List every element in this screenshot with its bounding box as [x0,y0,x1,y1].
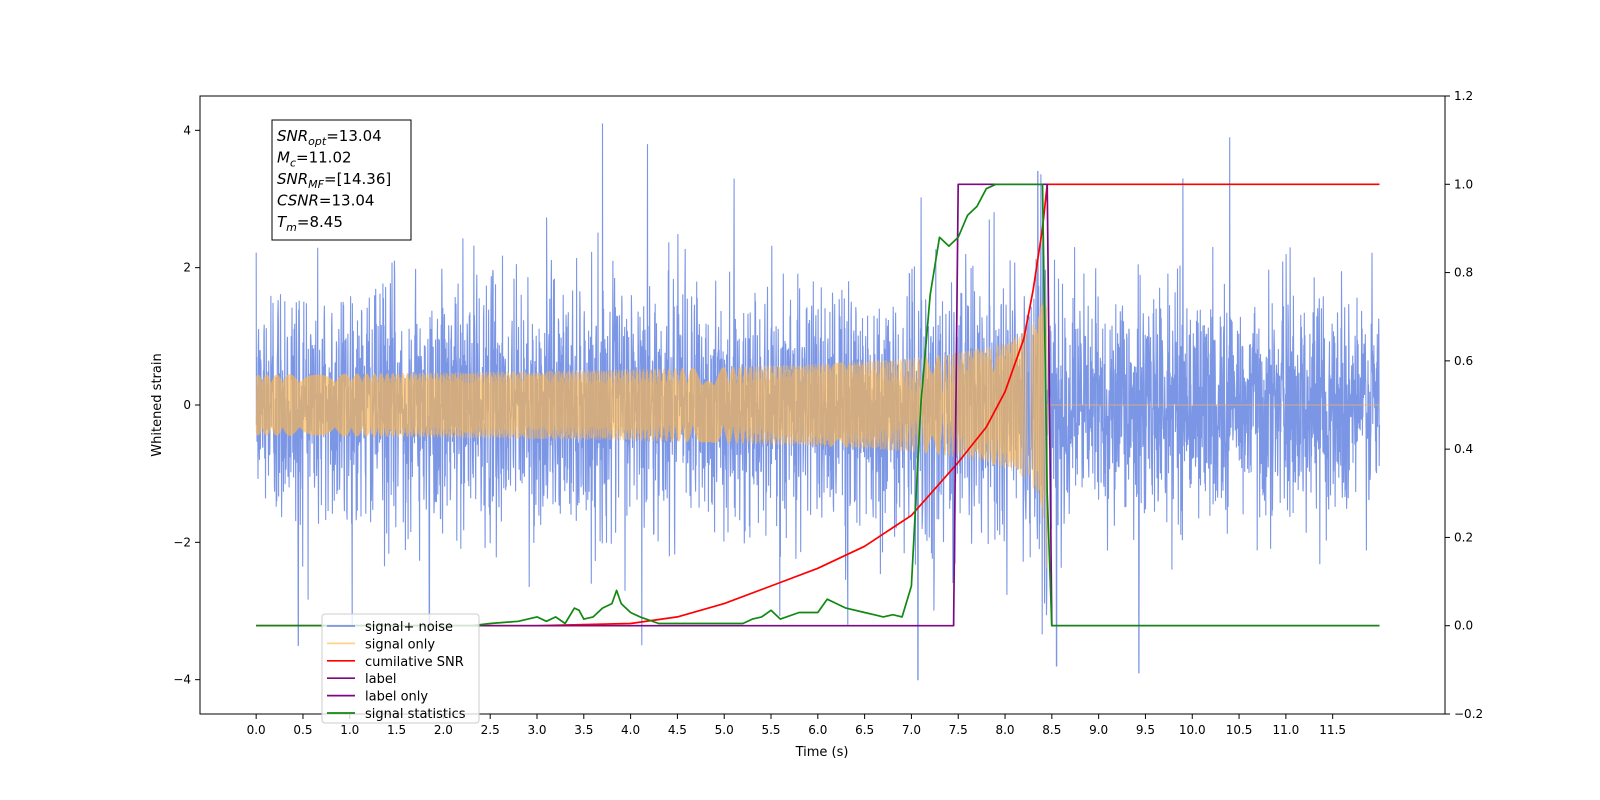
annotation-subscript: MF [308,178,324,191]
y2-tick-label: 0.6 [1454,354,1473,368]
series-layer [255,123,1381,681]
annotation-value: =[14.36] [324,170,391,188]
y2-tick-label: 1.0 [1454,177,1473,191]
y-tick-label: 2 [183,261,191,275]
y2-tick-label: 0.0 [1454,619,1473,633]
annotation-symbol: T [277,213,288,231]
annotation-value: =11.02 [296,149,352,167]
annotation-subscript: opt [308,135,327,148]
annotation-frame [271,119,412,241]
legend-label: label [365,672,396,687]
x-axis-ticks: 0.0 0.5 1.0 1.5 2.0 2.5 3.0 3.5 4.0 4.5 5.0 5.5 6.0 6… [247,714,1346,737]
x-tick-label: 4.0 [621,723,640,737]
y-tick-label: −2 [173,535,191,549]
x-tick-label: 10.5 [1226,723,1253,737]
x-tick-label: 2.0 [434,723,453,737]
annotation-line: CSNR=13.04 [277,192,374,210]
legend-label: signal only [365,637,435,652]
x-tick-label: 1.0 [340,723,359,737]
annotation-value: =13.04 [319,192,375,210]
annotation-line: Tm=8.45 [277,213,343,234]
annotation-subscript: c [290,157,296,170]
annotation-line: SNRMF=[14.36] [277,170,391,191]
legend-label: cumilative SNR [365,655,464,670]
annotation-symbol: CSNR [277,192,319,210]
legend: signal+ noise signal only cumilative SNR la… [321,613,480,724]
annotation-value: =8.45 [297,213,343,231]
stats-annotation-box: SNRopt=13.04Mc=11.02SNRMF=[14.36]CSNR=13… [271,119,412,241]
annotation-symbol: SNR [277,127,308,145]
y2-tick-label: −0.2 [1454,707,1483,721]
series-line-signal-only [255,278,1380,569]
x-tick-label: 7.5 [949,723,968,737]
x-tick-label: 11.5 [1319,723,1346,737]
legend-label: signal+ noise [365,620,453,635]
y2-axis-ticks: −0.2 0.0 0.2 0.4 0.6 0.8 1.0 1.2 [1445,89,1483,721]
y-tick-label: 0 [183,398,191,412]
x-tick-label: 1.5 [387,723,406,737]
x-tick-label: 5.0 [715,723,734,737]
y-axis-ticks: −4 −2 0 2 4 [173,123,200,687]
y2-tick-label: 0.4 [1454,442,1473,456]
x-tick-label: 3.0 [527,723,546,737]
y2-tick-label: 1.2 [1454,89,1473,103]
x-tick-label: 6.0 [808,723,827,737]
annotation-line: SNRopt=13.04 [277,127,382,148]
legend-label: signal statistics [365,707,466,722]
annotation-symbol: SNR [277,170,308,188]
x-tick-label: 11.0 [1273,723,1300,737]
x-tick-label: 4.5 [668,723,687,737]
annotation-line: Mc=11.02 [277,149,352,170]
y-tick-label: 4 [183,123,191,137]
x-tick-label: 0.0 [247,723,266,737]
legend-frame [321,613,480,724]
legend-label: label only [365,690,428,705]
y2-tick-label: 0.2 [1454,530,1473,544]
x-tick-label: 8.0 [995,723,1014,737]
x-tick-label: 9.0 [1089,723,1108,737]
annotation-subscript: m [286,221,297,234]
x-tick-label: 5.5 [761,723,780,737]
x-tick-label: 8.5 [1042,723,1061,737]
y-axis-label: Whitened strain [150,353,165,456]
series-line-signal-statistics [256,183,1380,627]
y-tick-label: −4 [173,673,191,687]
series-line-cumilative-snr [256,183,1380,627]
x-tick-label: 3.5 [574,723,593,737]
x-tick-label: 2.5 [481,723,500,737]
x-tick-label: 9.5 [1136,723,1155,737]
annotation-symbol: M [277,149,290,167]
annotation-value: =13.04 [326,127,382,145]
y2-tick-label: 0.8 [1454,266,1473,280]
x-tick-label: 0.5 [293,723,312,737]
x-tick-label: 6.5 [855,723,874,737]
x-tick-label: 10.0 [1179,723,1206,737]
x-tick-label: 7.0 [902,723,921,737]
x-axis-label: Time (s) [795,745,849,760]
